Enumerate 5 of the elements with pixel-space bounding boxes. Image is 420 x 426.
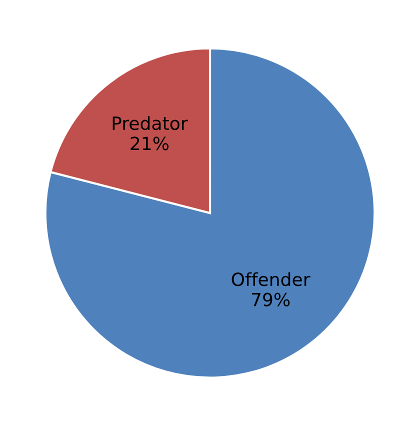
data-label: 79%	[252, 292, 290, 306]
pie-slice	[44, 47, 376, 379]
slice-label: Offender	[232, 272, 310, 286]
data-label: 21%	[130, 136, 169, 150]
slice-label: Predator	[112, 116, 188, 130]
